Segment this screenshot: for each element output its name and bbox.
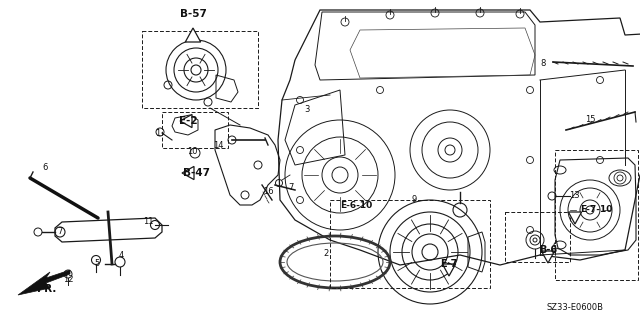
Polygon shape <box>18 270 70 295</box>
Polygon shape <box>541 251 555 263</box>
Polygon shape <box>186 28 201 42</box>
Text: FR.: FR. <box>37 284 57 294</box>
Text: 3: 3 <box>304 106 310 115</box>
Text: SZ33-E0600B: SZ33-E0600B <box>547 302 604 311</box>
Text: 5: 5 <box>94 258 100 268</box>
Polygon shape <box>182 167 194 180</box>
Bar <box>505 212 570 262</box>
Text: 13: 13 <box>569 191 579 201</box>
Text: 10: 10 <box>187 146 197 155</box>
Text: B-57: B-57 <box>180 9 207 19</box>
Text: 12: 12 <box>63 276 73 285</box>
Text: B-6: B-6 <box>539 245 557 255</box>
Text: 8: 8 <box>540 60 546 69</box>
Text: E-7: E-7 <box>440 259 458 269</box>
Text: E-2: E-2 <box>179 116 197 126</box>
Bar <box>555 150 638 280</box>
Polygon shape <box>180 115 192 128</box>
Text: E-7-10: E-7-10 <box>580 205 612 214</box>
Text: 11: 11 <box>143 218 153 226</box>
Text: B-47: B-47 <box>182 168 209 178</box>
Bar <box>142 31 258 108</box>
Text: 15: 15 <box>585 115 595 124</box>
Text: 2: 2 <box>323 249 328 257</box>
Text: 7: 7 <box>288 182 294 191</box>
Bar <box>330 200 490 288</box>
Polygon shape <box>442 264 456 276</box>
Text: 6: 6 <box>42 162 48 172</box>
Text: 14: 14 <box>212 140 223 150</box>
Text: 1: 1 <box>156 130 161 138</box>
Text: 4: 4 <box>118 250 124 259</box>
Text: 9: 9 <box>412 196 417 204</box>
Text: 16: 16 <box>262 188 273 197</box>
Text: 7: 7 <box>58 227 63 236</box>
Bar <box>162 112 228 148</box>
Text: E-6-10: E-6-10 <box>340 201 372 210</box>
Polygon shape <box>568 212 582 224</box>
